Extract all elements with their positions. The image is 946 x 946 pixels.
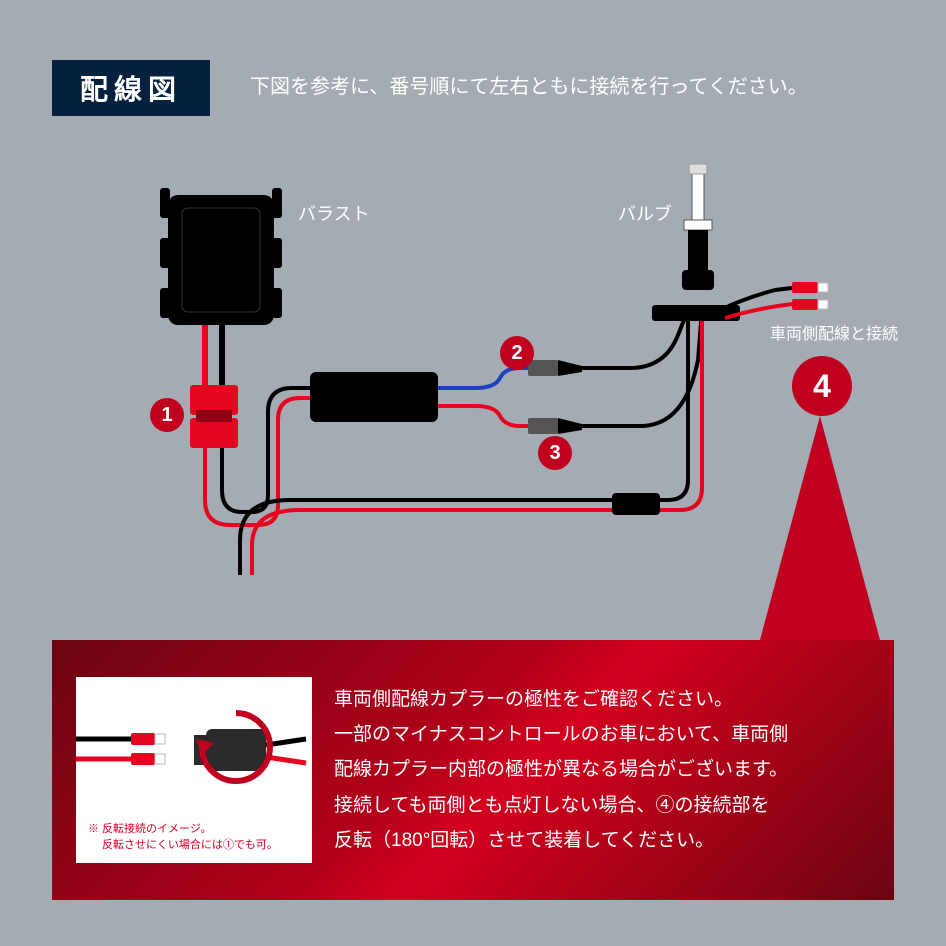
wire-red [438,406,528,426]
subtitle: 下図を参考に、番号順にて左右ともに接続を行ってください。 [250,70,808,99]
note-line: ※ 反転接続のイメージ。 [88,823,212,835]
terminal-tip [818,300,828,309]
callout-note: ※ 反転接続のイメージ。 反転させにくい場合には①でも可。 [88,822,278,853]
terminal [792,282,818,293]
wire-red [660,321,702,510]
badge-1: 1 [150,398,184,432]
plug-3 [528,418,582,434]
plug-2 [528,360,582,376]
callout-line: 配線カプラー内部の極性が異なる場合がございます。 [334,752,788,787]
callout-illustration: ※ 反転接続のイメージ。 反転させにくい場合には①でも可。 [76,677,312,863]
label-ballast: バラスト [298,200,370,226]
badge-2: 2 [500,336,534,370]
callout-line: 接続しても両側とも点灯しない場合、④の接続部を [334,788,788,823]
connector-1 [190,385,238,448]
wire-blue [438,368,528,388]
inline-connector [612,493,660,515]
label-bulb: バルブ [618,200,672,226]
badge-3: 3 [538,436,572,470]
ballast [160,188,282,325]
title-badge: 配線図 [52,60,210,116]
note-line: 反転させにくい場合には①でも可。 [88,839,278,851]
terminal [792,299,818,310]
pointer-4 [740,410,900,650]
callout-text: 車両側配線カプラーの極性をご確認ください。 一部のマイナスコントロールのお車にお… [334,682,788,858]
callout-line: 反転（180°回転）させて装着してください。 [334,823,788,858]
igniter [310,372,438,422]
callout-line: 車両側配線カプラーの極性をご確認ください。 [334,682,788,717]
badge-4: 4 [792,356,852,416]
wire-red [252,510,612,575]
callout-box: ※ 反転接続のイメージ。 反転させにくい場合には①でも可。 車両側配線カプラーの… [52,640,894,900]
terminal-tip [818,283,828,292]
callout-line: 一部のマイナスコントロールのお車において、車両側 [334,717,788,752]
bulb [682,164,714,290]
label-vehicle-side: 車両側配線と接続 [770,320,898,344]
